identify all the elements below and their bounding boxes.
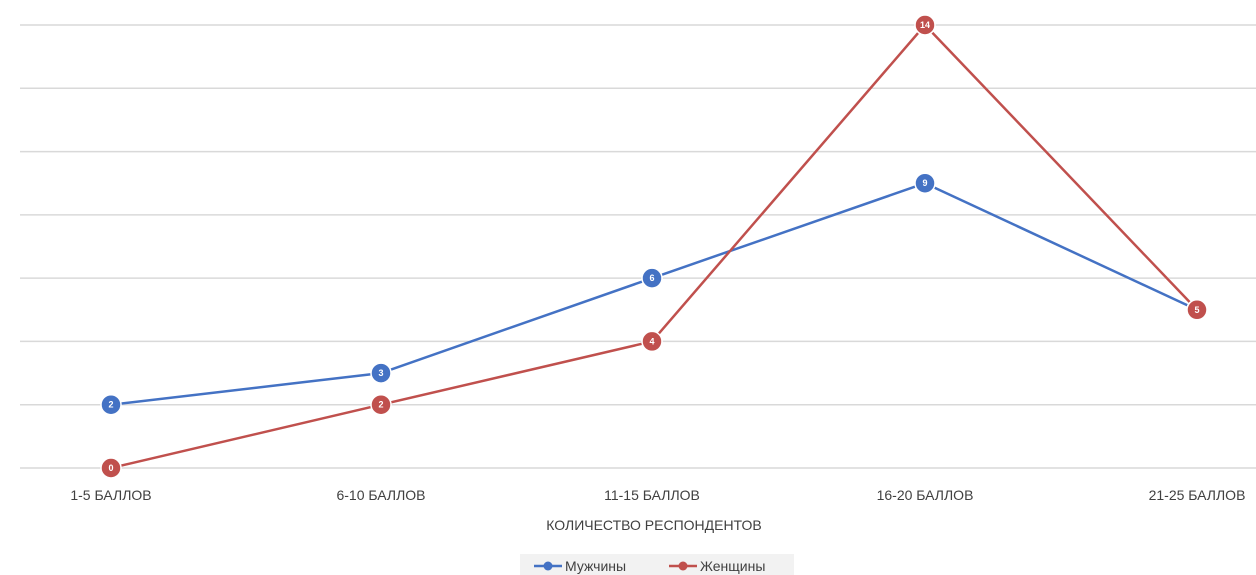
gridlines: [20, 24, 1256, 469]
x-axis-ticks: 1-5 БАЛЛОВ 6-10 БАЛЛОВ 11-15 БАЛЛОВ 16-20 Б…: [70, 487, 1245, 503]
x-tick-label: 1-5 БАЛЛОВ: [70, 487, 151, 503]
legend-entry: Женщины: [700, 558, 765, 574]
data-label: 2: [378, 400, 383, 410]
data-label: 3: [378, 368, 383, 378]
data-point: [370, 393, 392, 416]
series-line-2: [110, 23, 1198, 470]
legend-marker: [543, 561, 553, 571]
data-point: [100, 393, 122, 416]
data-point: [100, 457, 122, 479]
x-tick-label: 21-25 БАЛЛОВ: [1149, 487, 1246, 503]
legend-entry: Мужчины: [565, 558, 626, 574]
data-label: 14: [920, 20, 930, 30]
data-label: 5: [1194, 305, 1199, 315]
x-axis-title: КОЛИЧЕСТВО РЕСПОНДЕНТОВ: [546, 517, 761, 533]
data-label: 9: [922, 178, 927, 188]
data-label: 0: [108, 463, 113, 473]
series-line-1: [110, 181, 1198, 406]
x-tick-label: 16-20 БАЛЛОВ: [877, 487, 974, 503]
data-point: [641, 267, 663, 289]
data-label: 4: [649, 336, 654, 346]
data-label: 6: [649, 273, 654, 283]
data-point: [1186, 299, 1208, 321]
legend-background: [520, 554, 794, 575]
data-point: [370, 362, 392, 384]
data-point: [914, 172, 936, 194]
series-layer: 23695024145: [100, 14, 1208, 479]
x-tick-label: 6-10 БАЛЛОВ: [336, 487, 425, 503]
x-tick-label: 11-15 БАЛЛОВ: [604, 487, 700, 503]
legend: Мужчины Женщины: [520, 554, 794, 575]
legend-marker: [678, 561, 688, 571]
data-point: [914, 14, 936, 36]
data-point: [641, 330, 663, 353]
data-label: 2: [108, 400, 113, 410]
